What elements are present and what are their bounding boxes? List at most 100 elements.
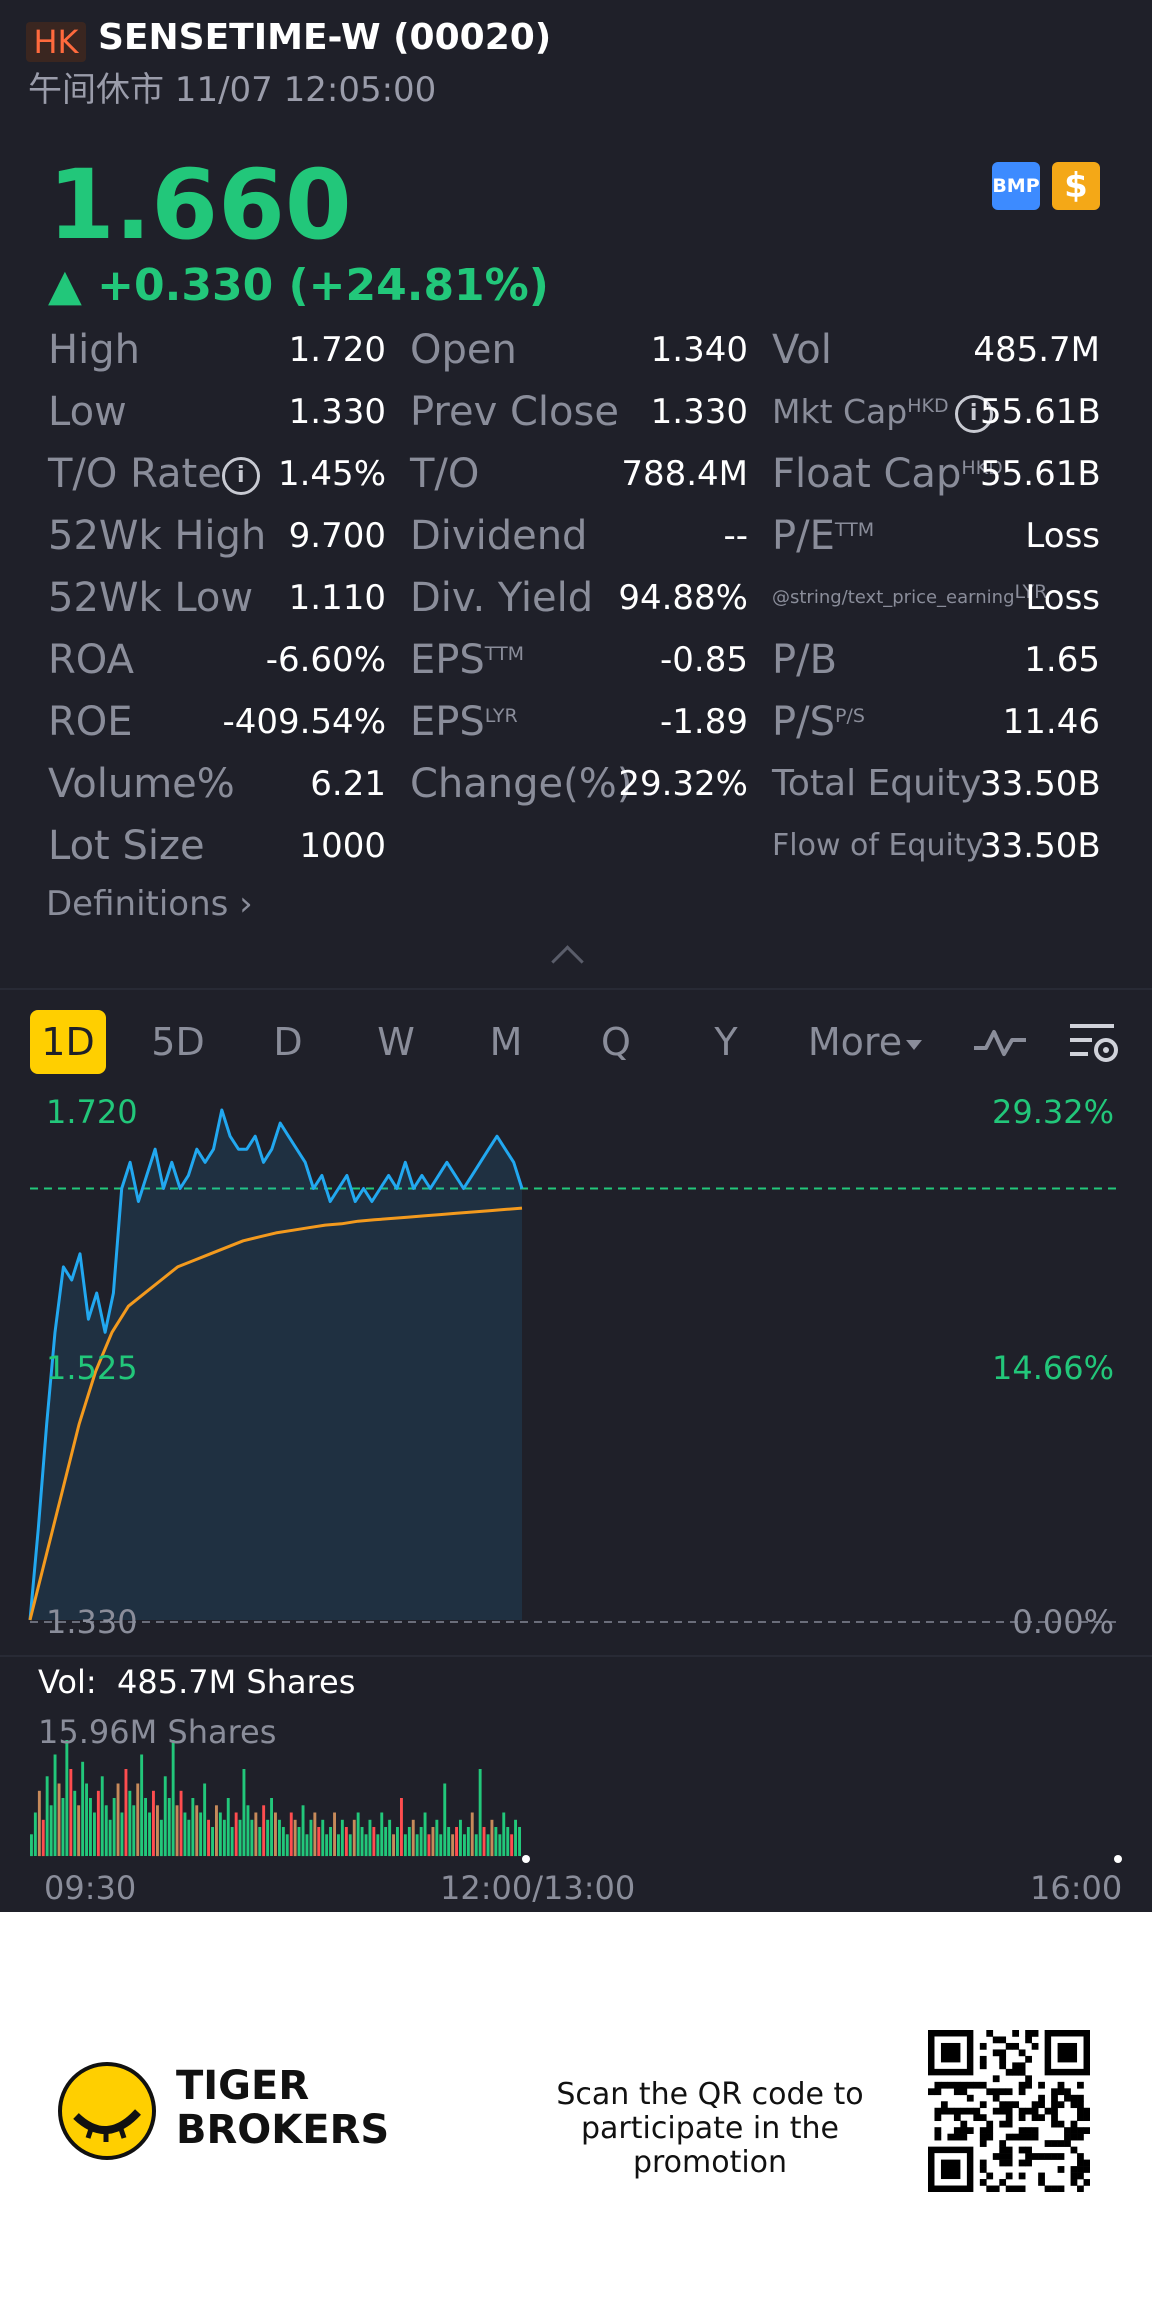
tab-5d[interactable]: 5D [151,1020,205,1064]
volume-bar [293,1819,297,1857]
stat-label: T/O [410,451,480,497]
qr-module [1083,2179,1090,2186]
qr-module [953,2133,961,2141]
volume-bar [431,1827,435,1856]
volume-bar [211,1827,214,1856]
brand-name: TIGER BROKERS [176,2063,390,2153]
qr-module [1077,2081,1084,2089]
qr-module [960,2081,968,2089]
stat-label: Lot Size [48,823,205,869]
qr-code[interactable] [928,2030,1090,2192]
tab-m[interactable]: M [489,1020,523,1064]
stat-label: Change(%) [410,761,633,807]
volume-bar [439,1834,443,1857]
qr-module [1083,2159,1090,2167]
info-icon[interactable]: i [954,394,993,433]
volume-bar [191,1798,195,1856]
market-badge: HK [26,22,86,62]
qr-module [1083,2114,1090,2122]
qr-module [1038,2172,1045,2180]
volume-bar [120,1812,124,1856]
volume-bar [376,1834,380,1857]
qr-module [1057,2153,1065,2160]
qr-module [1057,2140,1065,2147]
volume-bar [266,1819,270,1857]
qr-module [1018,2088,1026,2096]
volume-bar [435,1819,439,1857]
tab-d[interactable]: D [273,1020,303,1064]
volume-bar [179,1790,183,1857]
stat-label: Vol [772,327,832,373]
volume-bar [368,1819,372,1857]
y-axis-label: 1.330 [46,1603,138,1641]
qr-module [979,2133,987,2141]
volume-bar [340,1819,344,1857]
qr-module [1038,2081,1045,2089]
bmp-icon[interactable]: BMP [992,162,1040,210]
volume-bar [65,1740,69,1856]
y-axis-label: 1.525 [46,1349,138,1387]
qr-module [999,2101,1007,2109]
volume-bar [156,1805,159,1857]
qr-module [1031,2107,1039,2115]
qr-module [973,2114,981,2122]
stat-value: 33.50B [980,764,1101,804]
last-price: 1.660 [48,149,352,261]
stat-value: 485.7M [973,330,1100,370]
qr-module [934,2127,942,2134]
qr-module [1018,2146,1026,2154]
info-icon[interactable]: i [221,457,260,495]
volume-bar [356,1812,360,1856]
market-status: 午间休市 11/07 12:05:00 [28,70,437,110]
y-axis-pct-label: 29.32% [991,1093,1114,1131]
tab-y[interactable]: Y [714,1020,738,1064]
qr-module [1005,2172,1013,2180]
tab-1d[interactable]: 1D [30,1010,106,1074]
volume-label: Vol: 485.7M Shares [38,1663,356,1701]
qr-module [953,2127,961,2134]
qr-module [940,2081,948,2089]
qr-module [1031,2114,1039,2122]
qr-module [1012,2185,1020,2192]
qr-module [1070,2166,1078,2173]
tab-w[interactable]: W [377,1020,415,1064]
qr-module [934,2133,942,2141]
stock-title: SENSETIME-W (00020) [98,17,552,58]
qr-module [979,2101,987,2109]
stat-label: P/B [772,637,838,683]
qr-module [973,2081,981,2089]
qr-module [1025,2081,1032,2089]
dollar-icon[interactable]: $ [1052,162,1100,210]
qr-module [1051,2140,1058,2147]
volume-bar [41,1819,45,1857]
collapse-chevron-icon[interactable] [551,945,584,978]
qr-module [1077,2101,1084,2109]
intraday-chart[interactable] [0,1080,1152,1900]
stat-value: 1.65 [1024,640,1100,680]
tab-q[interactable]: Q [601,1020,631,1064]
volume-bar [148,1812,151,1856]
volume-bar [348,1834,352,1857]
definitions-link[interactable]: Definitions › [46,884,253,924]
stat-value: 788.4M [621,454,748,494]
volume-bar [486,1834,490,1857]
stat-label: P/SP/S [772,699,865,745]
stat-label: P/ETTM [772,513,875,559]
qr-module [1005,2088,1013,2096]
volume-bar [388,1819,392,1857]
qr-module [1038,2153,1045,2160]
qr-module [999,2120,1007,2128]
qr-module [1005,2068,1013,2076]
qr-module [940,2101,948,2109]
qr-module [1031,2030,1039,2037]
chart-settings-icon[interactable] [1066,1018,1122,1066]
tab-more[interactable]: More [800,1010,930,1074]
stat-value: 1.110 [288,578,386,618]
volume-bar [518,1827,521,1856]
qr-module [1077,2153,1084,2160]
qr-module [1077,2185,1084,2192]
stat-value: 55.61B [980,454,1101,494]
volume-bar [447,1827,451,1856]
indicator-icon[interactable] [970,1022,1030,1062]
volume-bar [132,1805,136,1857]
